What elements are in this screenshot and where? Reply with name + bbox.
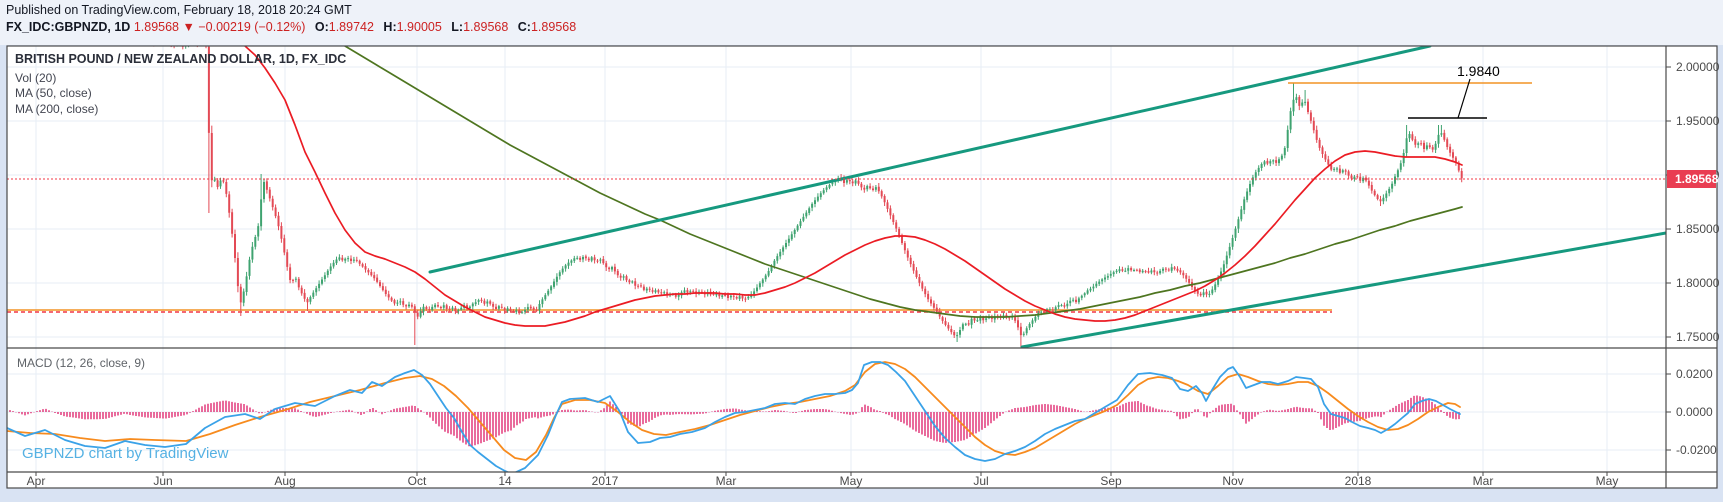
widget-border	[6, 45, 1718, 489]
page-header: Published on TradingView.com, February 1…	[6, 2, 576, 35]
close-label: C:	[517, 20, 531, 34]
ma50-line	[244, 46, 1463, 327]
low-value: 1.89568	[463, 20, 509, 34]
price-axis-label: 2.00000	[1676, 60, 1720, 74]
time-axis-bg	[7, 472, 1666, 488]
time-axis-label: Nov	[1222, 474, 1243, 488]
trendline	[1020, 231, 1666, 348]
price-axis-label: 1.95000	[1676, 114, 1720, 128]
macd-signal-line	[7, 361, 1461, 461]
price-axis-label: -0.0200	[1676, 443, 1717, 457]
price-axis-label: 1.85000	[1676, 222, 1720, 236]
chart-legend: BRITISH POUND / NEW ZEALAND DOLLAR, 1D, …	[15, 52, 346, 117]
time-axis-label: Apr	[27, 474, 46, 488]
price-axis-label: 0.0000	[1676, 405, 1713, 419]
price-axis[interactable]	[1666, 46, 1717, 472]
published-header-strip	[0, 0, 1723, 45]
trendline	[428, 46, 1432, 274]
published-line: Published on TradingView.com, February 1…	[6, 3, 352, 17]
time-axis[interactable]	[7, 472, 1666, 488]
time-axis-label: May	[840, 474, 863, 488]
price-tag-bg	[1667, 170, 1716, 188]
low-label: L:	[451, 20, 464, 34]
high-label: H:	[383, 20, 397, 34]
time-axis-label: 2018	[1345, 474, 1372, 488]
price-tag-label: 1.89568	[1675, 172, 1719, 186]
tradingview-watermark-link[interactable]: GBPNZD chart by TradingView	[22, 445, 229, 462]
time-axis-label: Sep	[1100, 474, 1122, 488]
open-value: 1.89742	[328, 20, 374, 34]
time-axis-label: 14	[498, 474, 512, 488]
high-value: 1.90005	[396, 20, 442, 34]
legend-item-ma50[interactable]: MA (50, close)	[15, 86, 92, 100]
legend-item-ma200[interactable]: MA (200, close)	[15, 101, 99, 116]
macd-histogram-positive	[9, 395, 1442, 412]
symbol-status-line: FX_IDC:GBPNZD, 1D 1.89568 ▼ −0.00219 (−0…	[6, 19, 576, 35]
legend-symbol-title[interactable]: BRITISH POUND / NEW ZEALAND DOLLAR, 1D, …	[15, 52, 347, 66]
macd-line	[7, 361, 1461, 472]
down-arrow-icon: ▼	[182, 20, 195, 34]
time-axis-label: Mar	[716, 474, 737, 488]
last-price: 1.89568	[133, 20, 179, 34]
time-axis-label: Jul	[973, 474, 988, 488]
price-axis-label: 1.75000	[1676, 330, 1720, 344]
ma200-line	[344, 46, 1463, 318]
legend-item-volume[interactable]: Vol (20)	[15, 70, 57, 85]
time-axis-label: Jun	[153, 474, 172, 488]
price-axis-label: 1.80000	[1676, 276, 1720, 290]
open-label: O:	[314, 20, 329, 34]
time-axis-label: May	[1596, 474, 1619, 488]
price-pane: 1.9840	[7, 46, 1666, 348]
price-axis-label: 0.0200	[1676, 367, 1713, 381]
level-price-label: 1.9840	[1457, 63, 1500, 79]
macd-legend[interactable]: MACD (12, 26, close, 9)	[17, 356, 146, 370]
time-axis-label: Aug	[274, 474, 295, 488]
close-value: 1.89568	[530, 20, 577, 34]
macd-pane	[7, 361, 1461, 472]
time-axis-label: Mar	[1473, 474, 1494, 488]
macd-histogram-negative	[15, 412, 1460, 447]
time-axis-label: Oct	[408, 474, 427, 488]
measure-pointer-line	[1457, 78, 1471, 119]
price-change: −0.00219 (−0.12%)	[198, 20, 306, 34]
price-axis-bg	[1666, 46, 1717, 488]
time-axis-label: 2017	[592, 474, 619, 488]
symbol-title[interactable]: FX_IDC:GBPNZD, 1D	[6, 20, 131, 34]
